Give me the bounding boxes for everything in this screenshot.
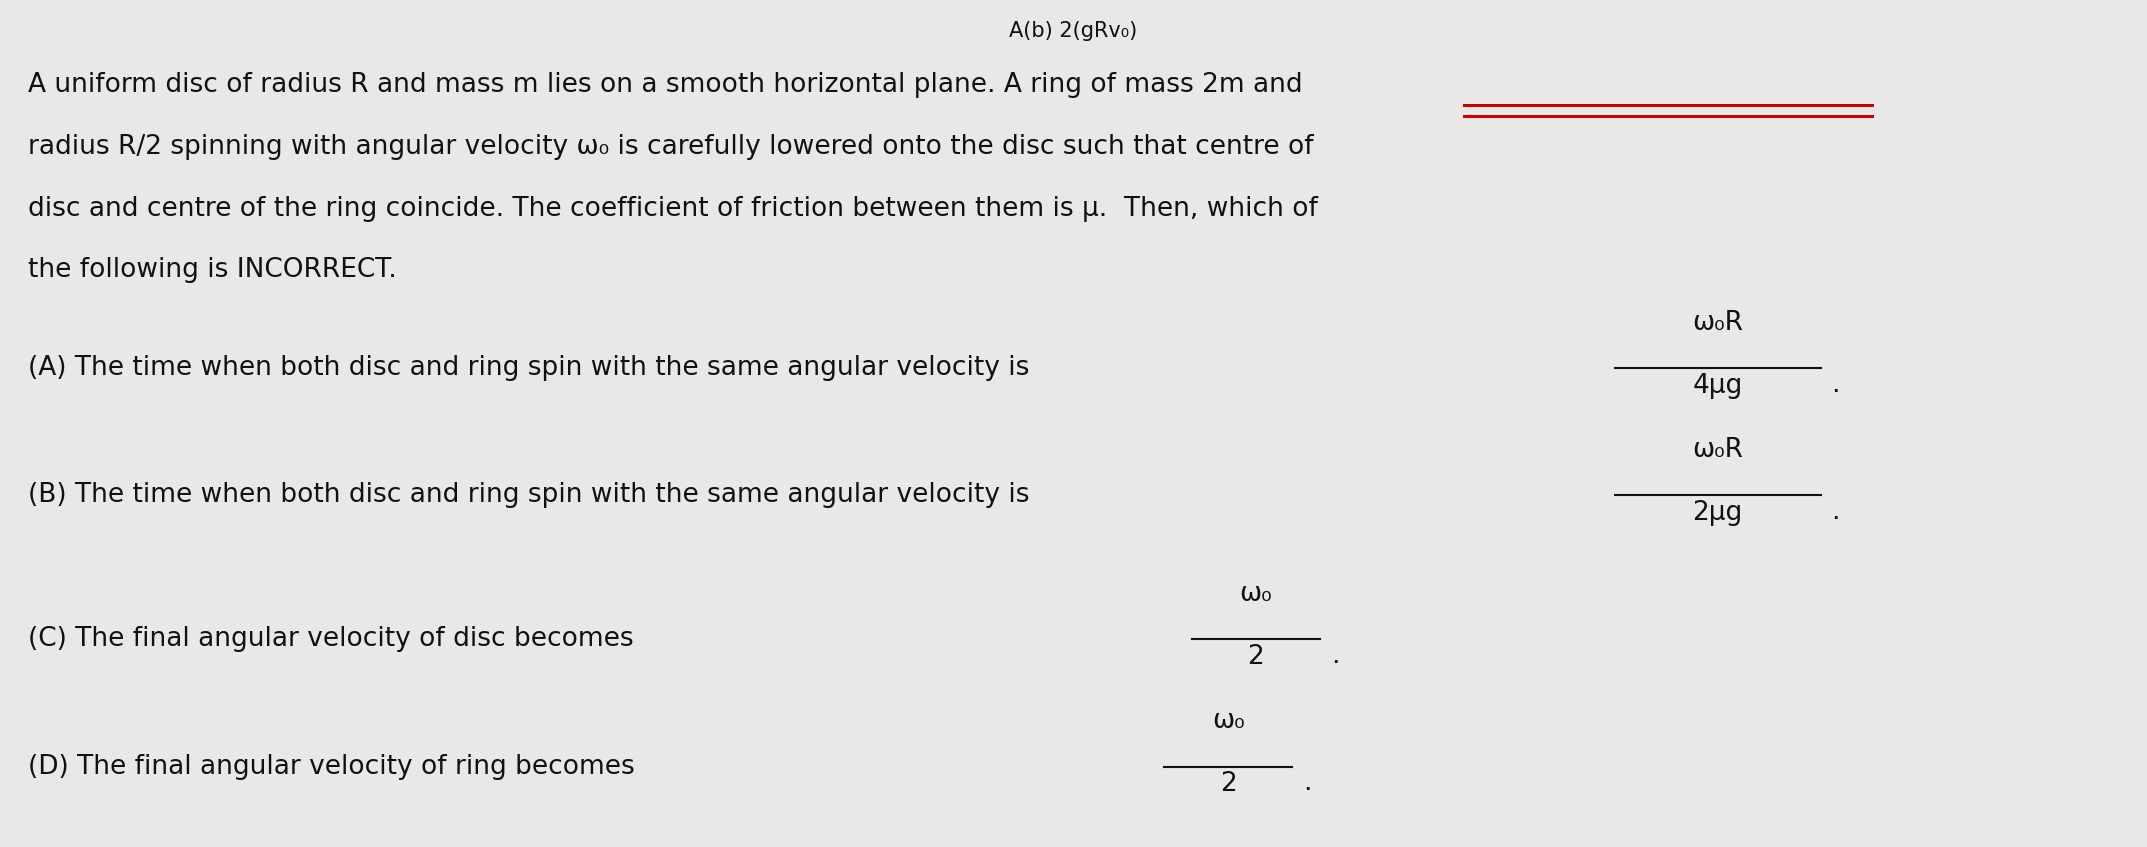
- Text: ω₀R: ω₀R: [1692, 310, 1743, 336]
- Text: radius R/2 spinning with angular velocity ω₀ is carefully lowered onto the disc : radius R/2 spinning with angular velocit…: [28, 134, 1314, 160]
- Text: (C) The final angular velocity of disc becomes: (C) The final angular velocity of disc b…: [28, 627, 633, 652]
- Text: the following is INCORRECT.: the following is INCORRECT.: [28, 257, 397, 284]
- Text: 2: 2: [1247, 644, 1265, 670]
- Text: .: .: [1331, 644, 1340, 669]
- Text: .: .: [1303, 771, 1312, 796]
- Text: ω₀: ω₀: [1211, 708, 1245, 734]
- Text: A uniform disc of radius R and mass m lies on a smooth horizontal plane. A ring : A uniform disc of radius R and mass m li…: [28, 72, 1303, 98]
- Text: .: .: [1831, 500, 1840, 525]
- Text: (D) The final angular velocity of ring becomes: (D) The final angular velocity of ring b…: [28, 754, 636, 779]
- Text: 2: 2: [1219, 771, 1237, 797]
- Text: 4μg: 4μg: [1692, 373, 1743, 399]
- Text: ω₀R: ω₀R: [1692, 437, 1743, 463]
- Text: ω₀: ω₀: [1239, 581, 1273, 607]
- Text: .: .: [1831, 373, 1840, 398]
- Text: 2μg: 2μg: [1692, 500, 1743, 526]
- Text: (B) The time when both disc and ring spin with the same angular velocity is: (B) The time when both disc and ring spi…: [28, 483, 1028, 508]
- Text: disc and centre of the ring coincide. The coefficient of friction between them i: disc and centre of the ring coincide. Th…: [28, 196, 1318, 222]
- Text: (A) The time when both disc and ring spin with the same angular velocity is: (A) The time when both disc and ring spi…: [28, 356, 1028, 381]
- Text: A(b) 2(gRv₀): A(b) 2(gRv₀): [1009, 21, 1138, 42]
